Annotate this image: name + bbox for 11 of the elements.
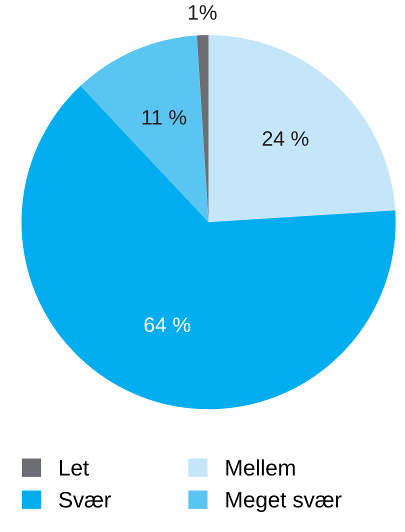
legend-label: Mellem: [226, 459, 295, 476]
data-label: 11 %: [142, 110, 186, 125]
data-label: 1%: [188, 5, 217, 20]
data-label: 24 %: [262, 131, 308, 146]
pie-slice: [208, 35, 396, 222]
legend-label: Let: [60, 460, 89, 476]
pie-slice: [80, 35, 209, 222]
data-label: 64 %: [144, 317, 190, 332]
pie-slice: [22, 86, 396, 410]
legend-label: Meget svær: [226, 492, 342, 512]
legend-label: Svær: [59, 492, 111, 508]
